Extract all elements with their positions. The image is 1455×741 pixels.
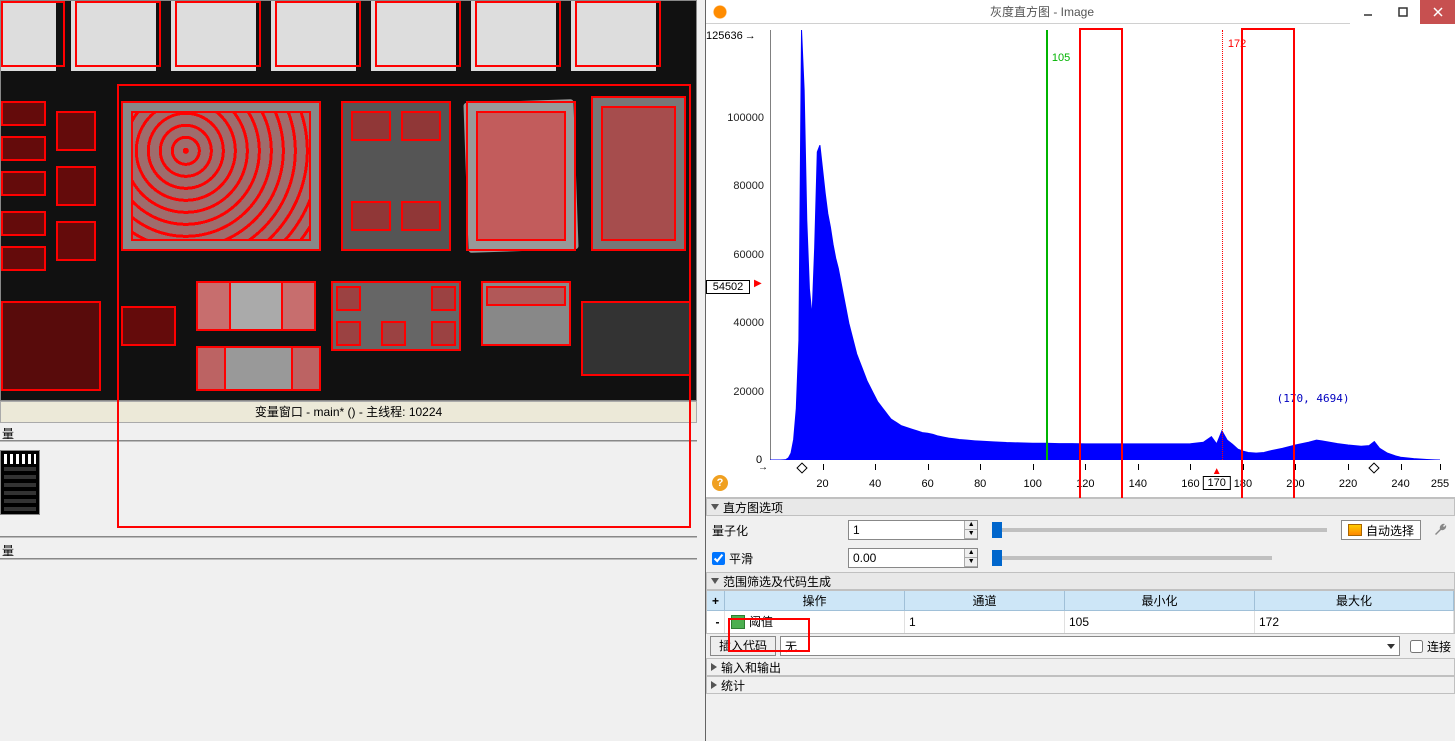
smooth-checkbox[interactable] (712, 552, 725, 565)
quantization-input[interactable] (849, 523, 964, 537)
smooth-label: 平滑 (729, 550, 753, 567)
insert-code-button[interactable]: 插入代码 (710, 636, 776, 656)
y-max-label: 125636→ (706, 30, 756, 42)
threshold-low-label: 105 (1052, 52, 1070, 64)
origin-arrow: → (758, 462, 768, 473)
thumbnail-content (4, 454, 36, 511)
filter-section-header[interactable]: 范围筛选及代码生成 (706, 572, 1455, 590)
divider (0, 536, 697, 538)
maximize-button[interactable] (1385, 0, 1420, 24)
close-button[interactable] (1420, 0, 1455, 24)
spinner-buttons[interactable]: ▲▼ (964, 521, 977, 539)
histogram-options-header[interactable]: 直方图选项 (706, 498, 1455, 516)
chevron-down-icon (1387, 644, 1395, 649)
app-icon (712, 4, 728, 20)
left-panel: 变量窗口 - main* () - 主线程: 10224 量 量 (0, 0, 705, 741)
table-header: + 操作 通道 最小化 最大化 (707, 591, 1454, 611)
spinner-buttons[interactable]: ▲▼ (964, 549, 977, 567)
caret-right-icon (711, 663, 717, 671)
section-title: 范围筛选及代码生成 (723, 573, 831, 590)
thumbnail-strip (0, 450, 697, 530)
threshold-icon (731, 615, 745, 629)
histogram-chart[interactable]: 125636→ 54502 ▶ 200004000060000800001000… (706, 24, 1455, 498)
threshold-low-line[interactable] (1046, 30, 1048, 460)
smooth-input[interactable] (849, 551, 964, 565)
options-panel: 直方图选项 量子化 ▲▼ 自动选择 平滑 (706, 498, 1455, 694)
section-title: 输入和输出 (721, 659, 781, 676)
section-title: 直方图选项 (723, 499, 783, 516)
threshold-high-label: 172 (1228, 38, 1246, 50)
window-controls (1350, 0, 1455, 23)
caret-right-icon (711, 681, 717, 689)
cell-max[interactable]: 172 (1255, 611, 1454, 633)
table-row[interactable]: - 阈值 1 105 172 (707, 611, 1454, 633)
y-cursor-value: 54502 (706, 280, 750, 294)
cell-min[interactable]: 105 (1065, 611, 1255, 633)
language-selected: 无 (785, 638, 797, 655)
window-title: 灰度直方图 - Image (734, 3, 1350, 20)
language-select[interactable]: 无 (780, 636, 1400, 656)
section-title: 统计 (721, 677, 745, 694)
histogram-window: 灰度直方图 - Image 125636→ 54502 ▶ 2000040000… (705, 0, 1455, 741)
col-max: 最大化 (1255, 591, 1454, 610)
help-icon[interactable]: ? (712, 475, 728, 491)
variable-window-title-text: 变量窗口 - main* () - 主线程: 10224 (255, 405, 442, 419)
stats-section-header[interactable]: 统计 (706, 676, 1455, 694)
variable-window-titlebar: 变量窗口 - main* () - 主线程: 10224 (0, 401, 697, 423)
smooth-checkbox-wrap[interactable]: 平滑 (712, 550, 842, 567)
smooth-spinner[interactable]: ▲▼ (848, 548, 978, 568)
threshold-high-line[interactable] (1222, 30, 1223, 460)
op-label: 阈值 (749, 611, 773, 633)
cursor-coordinates: (170, 4694) (1277, 392, 1350, 405)
quantization-spinner[interactable]: ▲▼ (848, 520, 978, 540)
filter-table: + 操作 通道 最小化 最大化 - 阈值 1 105 172 (706, 590, 1455, 634)
caret-down-icon (711, 578, 719, 584)
col-operation: 操作 (725, 591, 905, 610)
col-channel: 通道 (905, 591, 1065, 610)
pcb-image-viewport[interactable] (0, 0, 697, 401)
quantization-label: 量子化 (712, 522, 842, 539)
auto-select-button[interactable]: 自动选择 (1341, 520, 1421, 540)
quantization-slider[interactable] (992, 528, 1327, 532)
histogram-plot-area[interactable]: 20000400006000080000100000 2040608010012… (770, 30, 1440, 460)
image-thumbnail[interactable] (0, 450, 40, 515)
col-min: 最小化 (1065, 591, 1255, 610)
connect-checkbox[interactable] (1410, 640, 1423, 653)
cell-channel[interactable]: 1 (905, 611, 1065, 633)
slider-thumb[interactable] (992, 550, 1002, 566)
divider (0, 558, 697, 560)
x-cursor-value: 170 (1202, 476, 1230, 490)
cell-operation[interactable]: 阈值 (725, 611, 905, 633)
smooth-label-wrap: 平滑 (712, 550, 842, 567)
insert-code-row: 插入代码 无 连接 (706, 634, 1455, 658)
remove-row-button[interactable]: - (707, 611, 725, 633)
y-cursor-arrow-icon: ▶ (754, 278, 762, 289)
smooth-slider[interactable] (992, 556, 1272, 560)
add-row-button[interactable]: + (707, 591, 725, 610)
auto-select-label: 自动选择 (1366, 522, 1414, 539)
quant-short-label-2: 量 (2, 542, 14, 559)
connect-checkbox-wrap[interactable]: 连接 (1410, 638, 1451, 655)
settings-icon[interactable] (1433, 522, 1449, 538)
quantization-row: 量子化 ▲▼ 自动选择 (706, 516, 1455, 544)
caret-down-icon (711, 504, 719, 510)
smooth-row: 平滑 ▲▼ (706, 544, 1455, 572)
connect-label: 连接 (1427, 638, 1451, 655)
minimize-button[interactable] (1350, 0, 1385, 24)
window-titlebar[interactable]: 灰度直方图 - Image (706, 0, 1455, 24)
pcb-threshold-overlay (1, 1, 696, 400)
divider (0, 440, 697, 442)
io-section-header[interactable]: 输入和输出 (706, 658, 1455, 676)
auto-select-icon (1348, 524, 1362, 536)
slider-thumb[interactable] (992, 522, 1002, 538)
